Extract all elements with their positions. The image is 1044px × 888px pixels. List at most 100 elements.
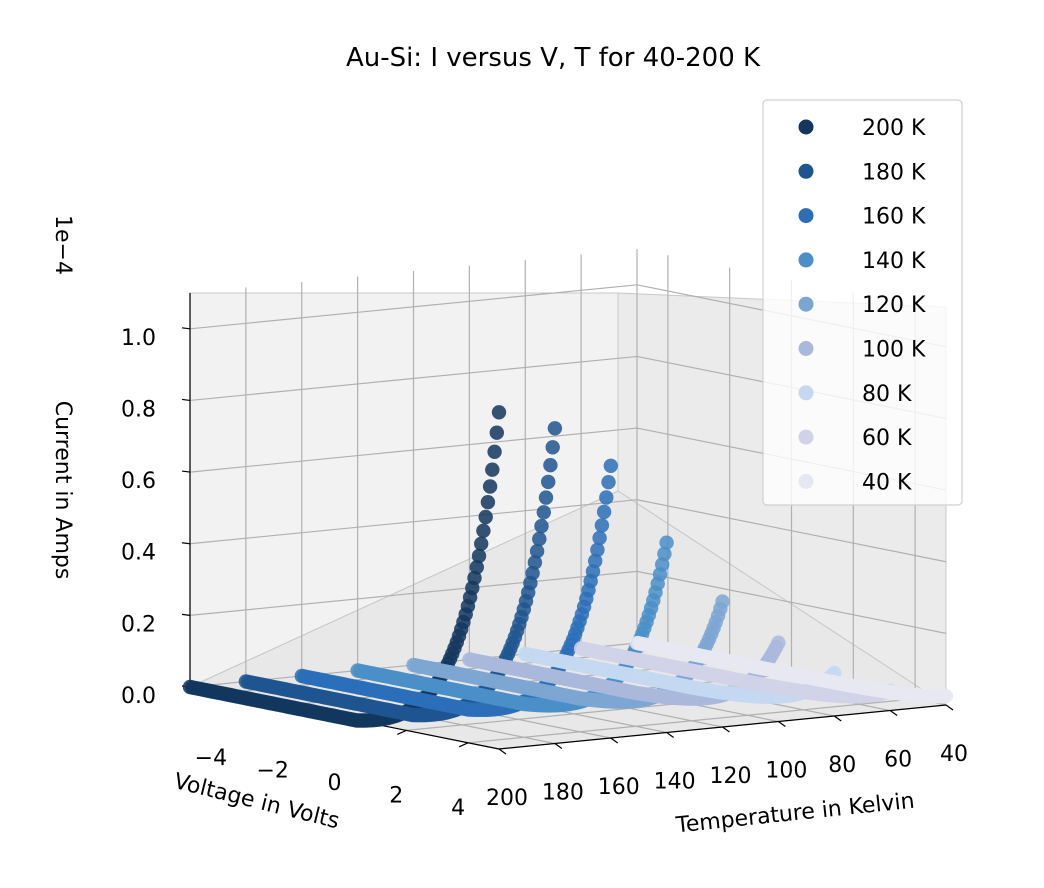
z-tick-label: 0.6: [121, 469, 156, 494]
legend-marker: [798, 296, 814, 312]
data-point: [482, 479, 498, 494]
legend-label: 180 K: [862, 160, 926, 185]
data-point: [659, 535, 674, 550]
y-tick-label: 180: [542, 781, 584, 806]
legend-label: 60 K: [862, 426, 912, 451]
x-tick: [397, 729, 407, 735]
z-tick-label: 1.0: [121, 326, 156, 351]
legend-label: 160 K: [862, 205, 926, 230]
legend-marker: [798, 252, 814, 268]
y-tick: [666, 732, 674, 738]
legend-marker: [798, 119, 814, 135]
y-tick-label: 140: [654, 770, 696, 795]
data-point: [527, 555, 543, 570]
x-tick-label: 2: [389, 783, 403, 808]
legend-marker: [798, 429, 814, 445]
legend-label: 40 K: [862, 470, 912, 495]
y-tick-label: 100: [765, 759, 807, 784]
data-point: [547, 421, 563, 436]
series-40-k: [629, 635, 954, 704]
y-tick-label: 120: [710, 764, 752, 789]
legend-marker: [798, 473, 814, 489]
data-point: [603, 458, 618, 473]
z-tick-label: 0.0: [121, 684, 156, 709]
y-tick: [498, 748, 507, 755]
z-axis-label: Current in Amps: [50, 401, 75, 580]
x-tick-label: −2: [256, 759, 288, 784]
z-tick: [181, 613, 191, 616]
data-point: [541, 474, 556, 490]
x-tick-label: 0: [328, 771, 342, 796]
data-point: [594, 518, 610, 533]
y-tick-label: 200: [486, 786, 528, 811]
data-point: [476, 523, 491, 538]
y-tick: [833, 715, 842, 722]
z-tick-label: 0.2: [121, 612, 156, 637]
data-point: [601, 475, 616, 490]
x-tick: [458, 742, 469, 748]
z-tick-label: 0.8: [121, 397, 156, 422]
data-point: [474, 536, 489, 551]
data-point: [596, 504, 612, 520]
z-tick-label: 0.4: [121, 541, 156, 566]
data-point: [478, 509, 493, 525]
data-point: [715, 594, 730, 609]
y-axis-label: Temperature in Kelvin: [674, 789, 916, 839]
y-tick: [778, 721, 786, 727]
y-tick: [889, 710, 898, 716]
y-tick: [722, 726, 730, 733]
legend-marker: [798, 341, 814, 356]
legend-marker: [798, 385, 814, 401]
data-point: [471, 548, 487, 564]
legend-label: 80 K: [862, 382, 912, 407]
z-tick: [181, 470, 191, 473]
data-point: [590, 542, 605, 558]
data-point: [538, 490, 554, 505]
z-tick: [181, 542, 191, 545]
data-point: [487, 444, 502, 459]
data-point: [467, 570, 482, 586]
tick-labels: 0.0 0.2 0.4 0.6 0.8 1.0 −4 −2 0 2 4 200 180 160 140 120…: [121, 326, 968, 821]
data-point: [938, 688, 954, 704]
legend-items: 200 K 180 K 160 K 140 K 120 K 100 K 80 K 60 K 40…: [798, 116, 926, 495]
y-tick: [610, 737, 619, 744]
data-point: [469, 560, 484, 575]
data-point: [480, 495, 496, 510]
data-point: [529, 544, 545, 559]
legend-label: 120 K: [862, 293, 926, 318]
data-point: [771, 635, 786, 650]
x-tick-label: 4: [451, 796, 465, 821]
legend-marker: [798, 163, 814, 179]
series-160-k: [294, 458, 618, 717]
legend-label: 140 K: [862, 249, 926, 274]
y-tick-label: 80: [828, 753, 856, 778]
y-tick: [554, 743, 563, 749]
x-tick-label: −4: [195, 746, 227, 771]
data-point: [599, 490, 614, 505]
legend-box: [762, 99, 963, 506]
data-point: [534, 518, 549, 534]
y-tick: [945, 704, 954, 711]
y-tick-label: 60: [884, 748, 912, 773]
data-point: [491, 405, 507, 420]
chart-title: Au-Si: I versus V, T for 40-200 K: [346, 43, 761, 73]
data-points: [182, 405, 954, 728]
data-point: [545, 440, 560, 455]
data-point: [543, 458, 558, 473]
data-point: [536, 505, 551, 520]
data-point: [485, 462, 500, 477]
data-point: [532, 531, 547, 547]
y-tick-label: 160: [598, 775, 640, 800]
data-point: [525, 566, 540, 581]
legend-label: 100 K: [862, 338, 926, 363]
data-point: [592, 530, 607, 546]
z-offset-label: 1e−4: [50, 215, 75, 275]
legend: 200 K 180 K 160 K 140 K 120 K 100 K 80 K 60 K 40…: [762, 99, 963, 506]
legend-marker: [798, 208, 814, 224]
data-point: [657, 546, 672, 562]
z-tick: [181, 327, 191, 330]
data-point: [489, 425, 504, 440]
z-tick: [181, 398, 191, 402]
y-tick-label: 40: [940, 742, 968, 767]
